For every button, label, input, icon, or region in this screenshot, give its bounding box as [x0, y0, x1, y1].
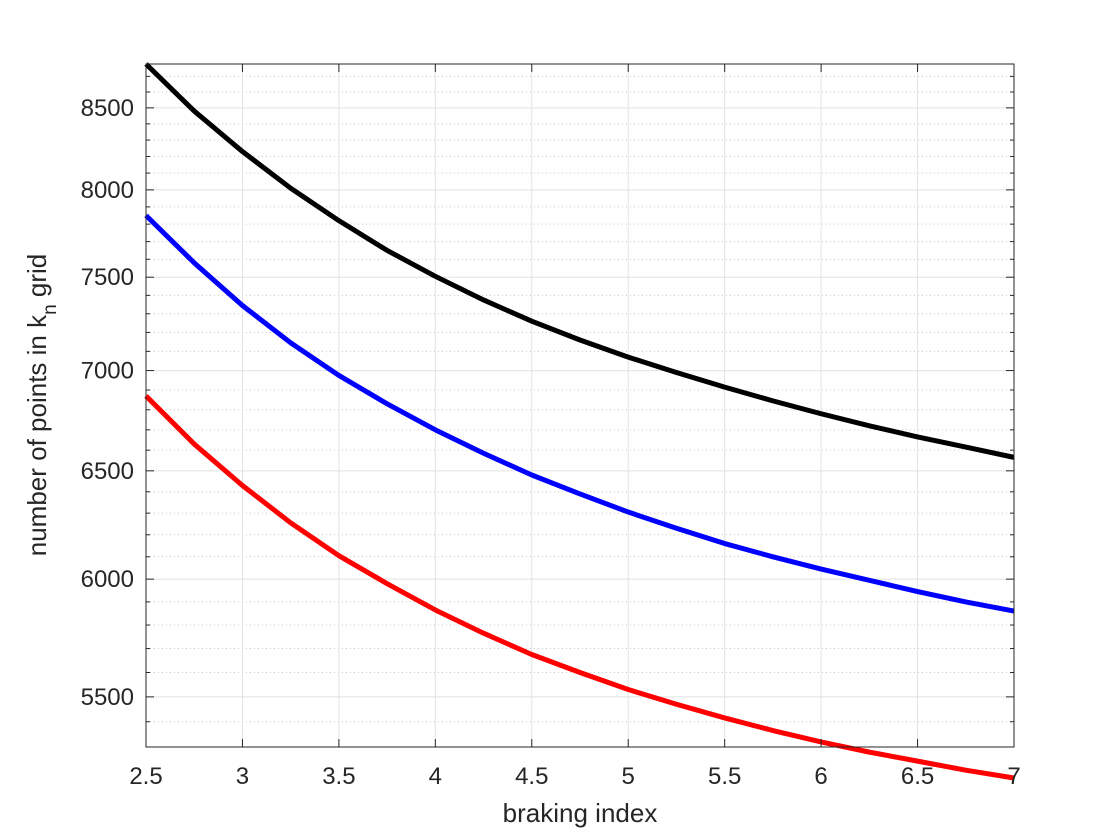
- series-layer: [144, 62, 1015, 781]
- plot-area: [146, 64, 1014, 747]
- y-axis-label: number of points in kn grid: [22, 254, 61, 557]
- tick-labels: 2.5 3 3.5 4 4.5 5 5.5 6 6.5 7 5500 6000 6500 7000 7500…: [81, 95, 1021, 790]
- ticks: [145, 64, 1015, 748]
- y-tick-label: 7500: [81, 264, 134, 291]
- x-tick-label: 3.5: [322, 763, 355, 790]
- y-axis-label-main: number of points in k: [22, 314, 52, 556]
- axes-box: [145, 63, 1015, 748]
- y-tick-label: 8000: [81, 177, 134, 204]
- x-tick-label: 7: [1007, 763, 1020, 790]
- x-axis-label: braking index: [503, 798, 658, 828]
- x-tick-label: 4.5: [515, 763, 548, 790]
- x-tick-label: 6.5: [901, 763, 934, 790]
- x-tick-label: 5.5: [708, 763, 741, 790]
- y-tick-label: 6000: [81, 566, 134, 593]
- series-line-3: [144, 394, 1015, 781]
- x-tick-label: 2.5: [129, 763, 162, 790]
- y-axis-label-suffix: grid: [22, 254, 52, 305]
- y-tick-label: 7000: [81, 358, 134, 385]
- x-tick-label: 4: [429, 763, 442, 790]
- y-axis-label-subscript: n: [40, 304, 61, 315]
- y-tick-label: 8500: [81, 95, 134, 122]
- x-tick-label: 3: [236, 763, 249, 790]
- x-tick-label: 6: [814, 763, 827, 790]
- y-tick-label: 5500: [81, 684, 134, 711]
- y-tick-label: 6500: [81, 458, 134, 485]
- series-line-1: [144, 62, 1015, 460]
- series-line-2: [144, 213, 1015, 614]
- x-tick-label: 5: [622, 763, 635, 790]
